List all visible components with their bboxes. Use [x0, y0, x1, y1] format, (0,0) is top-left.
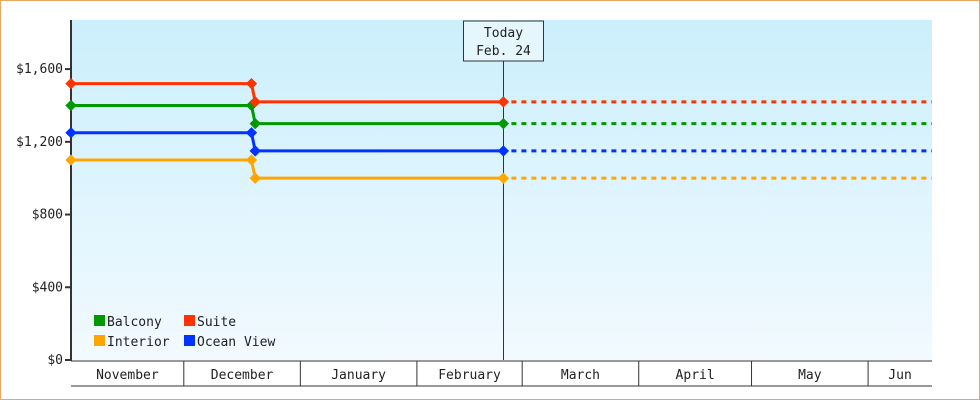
month-label: February — [438, 368, 501, 383]
y-tick-label: $0 — [47, 353, 63, 368]
y-tick-label: $1,600 — [16, 62, 63, 77]
legend-label: Suite — [197, 315, 236, 330]
y-tick-label: $800 — [32, 208, 63, 223]
x-axis: November December January February March Apri… — [71, 360, 932, 387]
month-label: Jun — [888, 368, 911, 383]
series-line — [71, 103, 504, 126]
series-line — [71, 82, 504, 104]
legend-label: Interior — [107, 335, 170, 350]
legend-swatch — [184, 335, 195, 346]
legend-swatch — [94, 335, 105, 346]
plot-area — [71, 20, 932, 360]
month-label: May — [798, 368, 822, 383]
legend-swatch — [184, 315, 195, 326]
month-label: March — [561, 368, 600, 383]
series-line — [71, 131, 504, 153]
data-point — [245, 154, 258, 166]
series-line — [71, 158, 504, 180]
legend: Balcony Suite Interior Ocean View — [94, 315, 275, 350]
series-group — [65, 77, 932, 184]
y-tick-label: $1,200 — [16, 135, 63, 150]
data-point — [65, 127, 77, 139]
data-point — [497, 145, 510, 157]
today-label: Today — [484, 26, 523, 41]
series-ocean-view — [65, 127, 932, 157]
data-point — [249, 172, 261, 184]
today-label-box — [463, 20, 544, 62]
month-label: January — [331, 368, 386, 383]
series-interior — [65, 154, 932, 184]
month-label: November — [96, 368, 159, 383]
data-point — [245, 127, 258, 139]
today-marker: Today Feb. 24 — [463, 20, 544, 360]
month-label: April — [676, 368, 715, 383]
legend-label: Ocean View — [197, 335, 275, 350]
legend-label: Balcony — [107, 315, 162, 330]
y-axis: $0 $400 $800 $1,200 $1,600 — [16, 20, 72, 368]
today-date: Feb. 24 — [476, 44, 531, 59]
y-tick-label: $400 — [32, 280, 63, 295]
legend-swatch — [94, 315, 105, 326]
data-point — [497, 172, 510, 184]
data-point — [249, 145, 261, 157]
month-label: December — [211, 368, 274, 383]
